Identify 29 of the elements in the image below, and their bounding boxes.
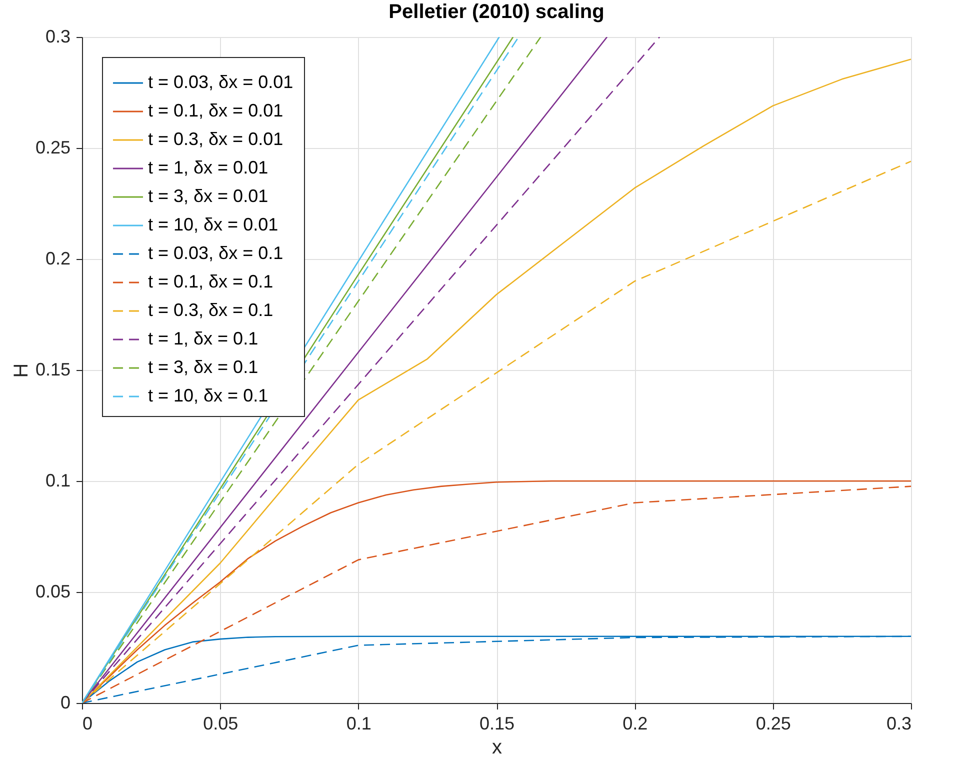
y-tick-label: 0.05: [35, 582, 70, 602]
legend-label: t = 10, δx = 0.1: [148, 386, 268, 406]
y-tick-label: 0.3: [45, 26, 70, 46]
y-tick-label: 0.2: [45, 248, 70, 268]
legend-label: t = 1, δx = 0.01: [148, 158, 268, 178]
x-axis-title: x: [492, 736, 502, 758]
legend-label: t = 3, δx = 0.1: [148, 357, 258, 377]
legend-label: t = 0.3, δx = 0.01: [148, 129, 284, 149]
y-tick-label: 0: [60, 692, 70, 712]
legend-label: t = 0.3, δx = 0.1: [148, 300, 274, 320]
y-axis-title: H: [10, 363, 32, 378]
x-tick-label: 0.1: [346, 714, 372, 734]
chart-title: Pelletier (2010) scaling: [388, 1, 604, 23]
x-tick-label: 0.2: [622, 714, 648, 734]
x-tick-label: 0.25: [756, 714, 791, 734]
legend-label: t = 1, δx = 0.1: [148, 328, 258, 348]
y-tick-label: 0.15: [35, 360, 70, 380]
legend-label: t = 0.1, δx = 0.1: [148, 272, 274, 292]
x-tick-label: 0.3: [886, 714, 912, 734]
legend-label: t = 0.1, δx = 0.01: [148, 100, 284, 120]
legend-label: t = 3, δx = 0.01: [148, 186, 268, 206]
legend-label: t = 0.03, δx = 0.1: [148, 243, 284, 263]
y-tick-label: 0.25: [35, 138, 70, 158]
legend-label: t = 10, δx = 0.01: [148, 214, 278, 234]
x-tick-label: 0: [82, 714, 93, 734]
legend-label: t = 0.03, δx = 0.01: [148, 72, 294, 92]
x-tick-label: 0.05: [203, 714, 238, 734]
y-tick-label: 0.1: [45, 470, 70, 490]
x-tick-label: 0.15: [479, 714, 515, 734]
